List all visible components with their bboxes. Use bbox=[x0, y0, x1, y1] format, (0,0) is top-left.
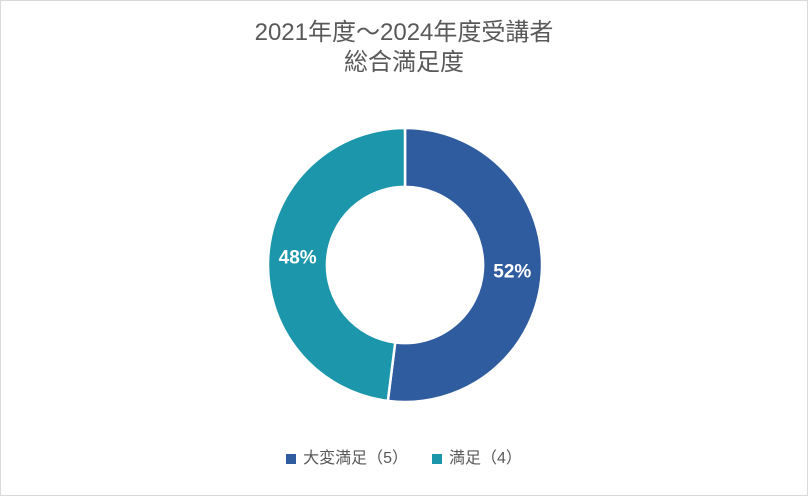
slice-value-label: 48% bbox=[279, 248, 317, 269]
donut-chart: 52% 48% bbox=[266, 126, 544, 404]
chart-title-line-1: 2021年度～2024年度受講者 bbox=[254, 19, 554, 46]
donut-slice-1 bbox=[266, 126, 407, 403]
chart-legend: 大変満足（5） 満足（4） bbox=[1, 449, 807, 469]
legend-label: 満足（4） bbox=[449, 450, 522, 467]
legend-swatch bbox=[286, 454, 297, 464]
slice-value-label: 52% bbox=[493, 261, 531, 282]
chart-title-line-2: 総合満足度 bbox=[344, 49, 464, 76]
donut-slice-0 bbox=[386, 126, 544, 404]
chart-title: 2021年度～2024年度受講者 総合満足度 bbox=[1, 18, 807, 78]
legend-item-satisfied: 満足（4） bbox=[432, 449, 522, 469]
legend-item-very-satisfied: 大変満足（5） bbox=[286, 449, 408, 469]
legend-swatch bbox=[432, 454, 442, 464]
legend-label: 大変満足（5） bbox=[303, 450, 408, 467]
